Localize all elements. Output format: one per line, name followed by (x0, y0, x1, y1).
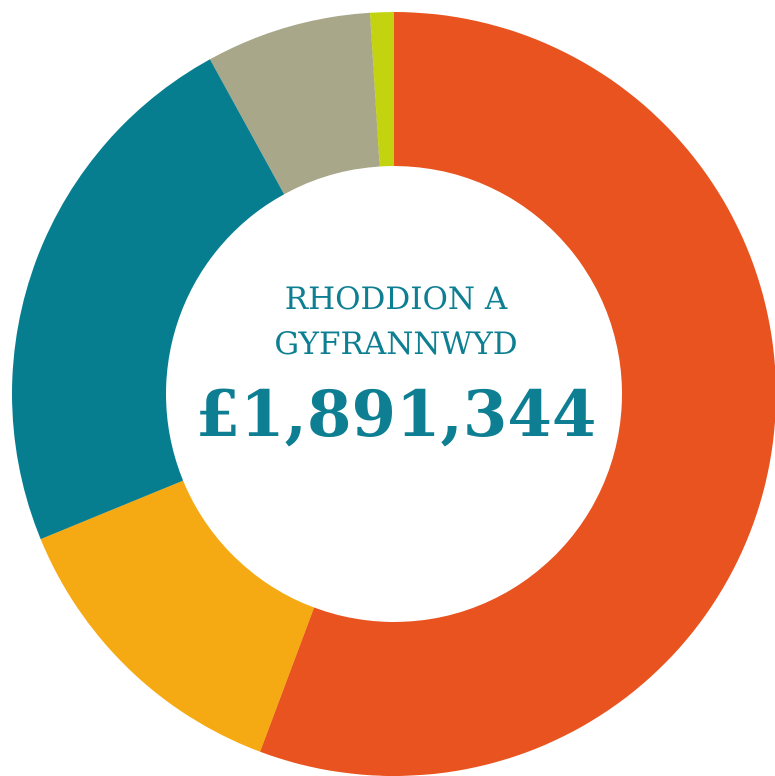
slice (11, 59, 285, 540)
slice (370, 12, 394, 167)
slice (260, 12, 775, 776)
title-line: GYFRANNWYD (274, 326, 517, 362)
slice (40, 480, 315, 752)
title-line: RHODDION A (285, 281, 508, 317)
slices (11, 12, 775, 776)
center-value: £1,891,344 (196, 377, 597, 452)
slice (209, 12, 380, 195)
